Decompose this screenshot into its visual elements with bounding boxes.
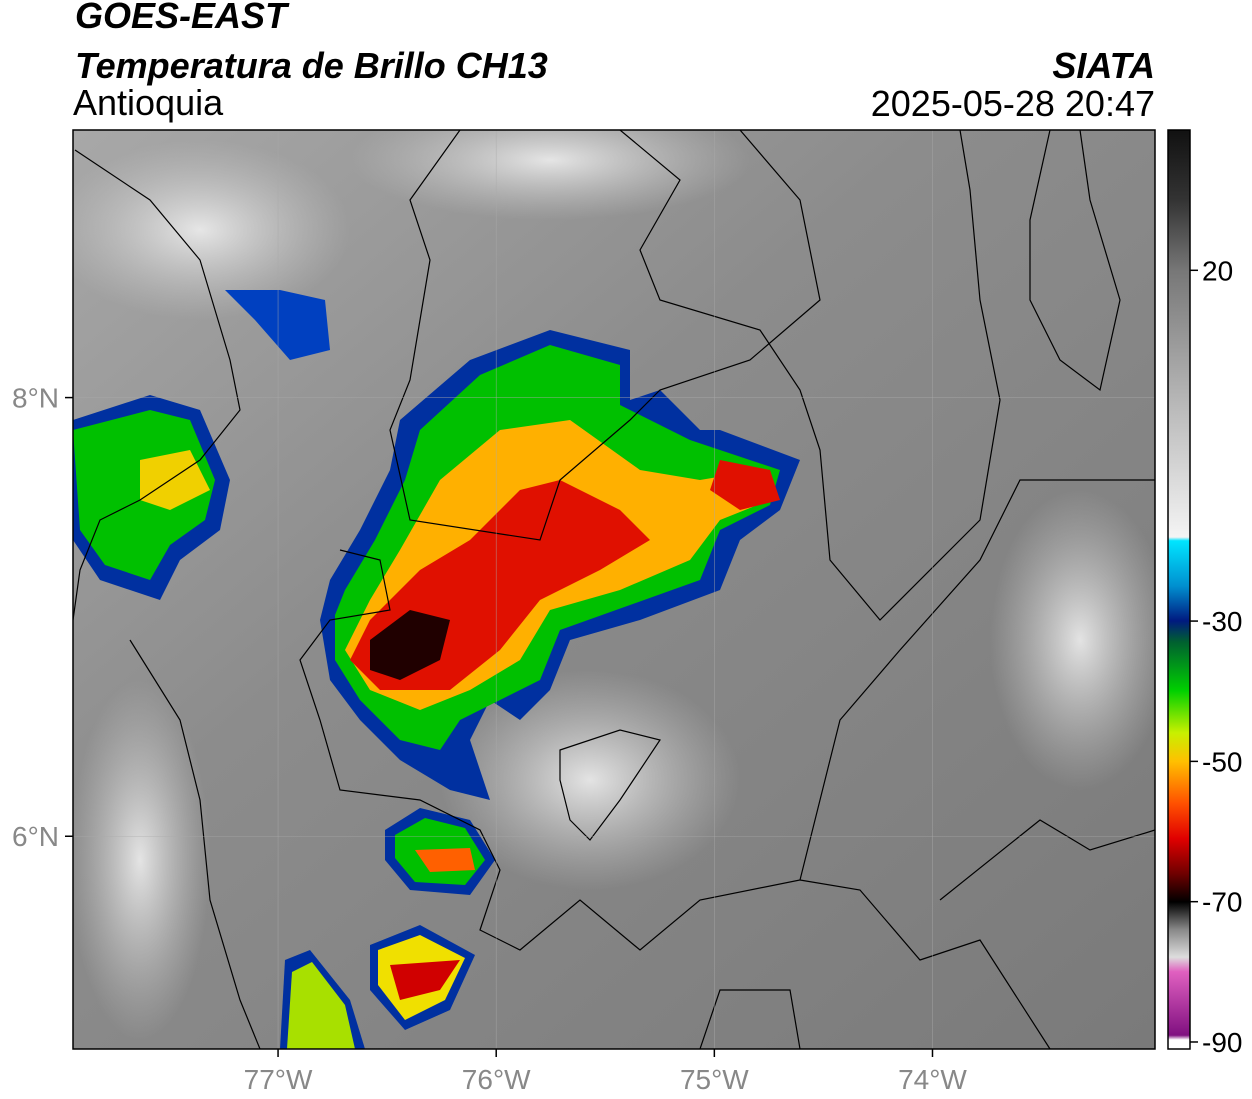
x-tick-label: 75°W [680,1064,749,1095]
x-tick-label: 76°W [462,1064,531,1095]
subtitle: Temperatura de Brillo CH13 [75,45,548,86]
satellite-image [73,130,1155,1049]
x-tick-label: 74°W [898,1064,967,1095]
y-tick-label: 6°N [12,821,59,852]
y-tick-label: 8°N [12,383,59,414]
datetime: 2025-05-28 20:47 [871,83,1155,124]
colorbar-tick-label: -30 [1202,606,1242,637]
colorbar-tick-label: -50 [1202,746,1242,777]
source: SIATA [1052,45,1155,86]
map-frame [72,129,1156,1050]
storm-main [320,330,800,800]
colorbar-tick-label: -70 [1202,887,1242,918]
colorbar [1167,129,1191,1050]
title: GOES-EAST [75,0,290,36]
storm-west [73,395,230,600]
x-tick-label: 77°W [244,1064,313,1095]
boundaries [73,130,1155,1049]
colorbar-tick-label: 20 [1202,255,1233,286]
storm-south [225,290,495,1049]
region: Antioquia [73,82,224,123]
colorbar-tick-label: -90 [1202,1027,1242,1058]
grid [73,130,1155,1049]
